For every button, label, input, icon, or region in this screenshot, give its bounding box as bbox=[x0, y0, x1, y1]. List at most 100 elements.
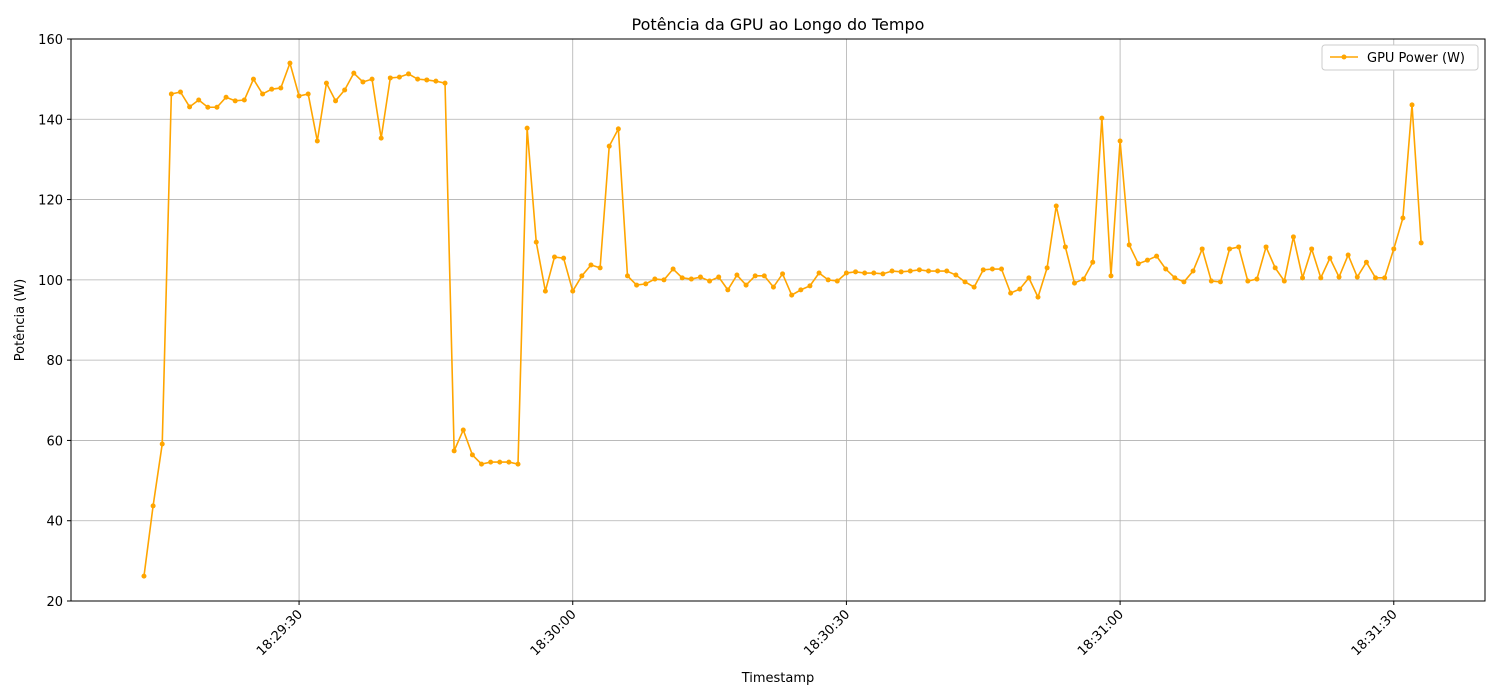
data-point bbox=[177, 89, 183, 95]
data-point bbox=[670, 266, 676, 272]
data-point bbox=[725, 287, 731, 293]
data-point bbox=[652, 276, 658, 282]
y-tick-label: 20 bbox=[46, 595, 63, 610]
x-tick-label: 18:31:00 bbox=[1075, 607, 1127, 659]
data-point bbox=[542, 288, 548, 294]
data-point bbox=[387, 75, 393, 81]
data-point bbox=[1071, 280, 1077, 286]
data-point bbox=[424, 77, 430, 83]
data-point bbox=[606, 143, 612, 149]
data-point bbox=[862, 270, 868, 276]
x-tick-label: 18:31:30 bbox=[1349, 607, 1401, 659]
data-point bbox=[816, 270, 822, 276]
data-point bbox=[880, 271, 886, 277]
data-point bbox=[1363, 259, 1369, 265]
legend-label: GPU Power (W) bbox=[1367, 51, 1465, 66]
data-point bbox=[1008, 290, 1014, 296]
data-point bbox=[980, 267, 986, 273]
data-point bbox=[926, 268, 932, 274]
y-tick-label: 60 bbox=[46, 434, 63, 449]
data-point bbox=[843, 270, 849, 276]
data-point bbox=[506, 459, 512, 465]
data-point bbox=[1081, 276, 1087, 282]
data-point bbox=[223, 94, 229, 100]
y-tick-label: 100 bbox=[38, 274, 63, 289]
data-point bbox=[333, 98, 339, 104]
data-point bbox=[1327, 255, 1333, 261]
data-point bbox=[250, 76, 256, 82]
data-point bbox=[1126, 242, 1132, 248]
y-tick-label: 40 bbox=[46, 515, 63, 530]
data-line bbox=[143, 60, 1422, 577]
data-point bbox=[761, 273, 767, 279]
data-point bbox=[1154, 253, 1160, 259]
data-point bbox=[442, 80, 448, 86]
data-point bbox=[679, 275, 685, 281]
data-point bbox=[615, 126, 621, 132]
data-point bbox=[743, 282, 749, 288]
data-point bbox=[159, 441, 165, 447]
chart-title: Potência da GPU ao Longo do Tempo bbox=[632, 15, 925, 34]
data-point bbox=[360, 79, 366, 85]
x-axis-label: Timestamp bbox=[741, 671, 815, 686]
data-point bbox=[752, 273, 758, 279]
data-point bbox=[205, 104, 211, 110]
data-point bbox=[789, 292, 795, 298]
data-point bbox=[780, 271, 786, 277]
data-point bbox=[853, 269, 859, 275]
data-point bbox=[150, 503, 156, 509]
data-point bbox=[1099, 115, 1105, 121]
data-point bbox=[1318, 275, 1324, 281]
data-point bbox=[707, 278, 713, 284]
data-point bbox=[1190, 268, 1196, 274]
data-point bbox=[935, 268, 941, 274]
data-point bbox=[369, 76, 375, 82]
data-point bbox=[1053, 203, 1059, 209]
x-tick-label: 18:29:30 bbox=[254, 607, 306, 659]
data-point bbox=[1217, 279, 1223, 285]
data-point bbox=[834, 278, 840, 284]
legend-box bbox=[1321, 44, 1479, 71]
data-point bbox=[1354, 274, 1360, 280]
data-point bbox=[1418, 240, 1424, 246]
data-point bbox=[488, 459, 494, 465]
data-point bbox=[962, 279, 968, 285]
data-point bbox=[1135, 261, 1141, 267]
plot-frame bbox=[70, 38, 1486, 602]
data-point bbox=[278, 85, 284, 91]
data-point bbox=[770, 284, 776, 290]
data-point bbox=[1382, 275, 1388, 281]
data-point bbox=[1181, 279, 1187, 285]
data-point bbox=[1163, 266, 1169, 272]
data-point bbox=[579, 273, 585, 279]
data-point bbox=[907, 268, 913, 274]
data-point bbox=[661, 277, 667, 283]
data-point bbox=[971, 284, 977, 290]
data-point bbox=[825, 277, 831, 283]
data-point bbox=[1044, 265, 1050, 271]
data-point bbox=[634, 282, 640, 288]
data-point bbox=[1062, 244, 1068, 250]
data-point bbox=[1199, 246, 1205, 252]
data-point bbox=[187, 104, 193, 110]
data-point bbox=[916, 267, 922, 273]
data-point bbox=[232, 98, 238, 104]
y-axis-label: Potência (W) bbox=[13, 279, 28, 362]
data-point bbox=[305, 91, 311, 97]
data-point bbox=[1400, 215, 1406, 221]
data-point bbox=[342, 87, 348, 93]
data-point bbox=[1236, 244, 1242, 250]
data-point bbox=[1035, 294, 1041, 300]
data-point bbox=[1336, 274, 1342, 280]
data-point bbox=[1144, 257, 1150, 263]
data-point bbox=[214, 104, 220, 110]
data-point bbox=[1208, 278, 1214, 284]
data-point bbox=[561, 255, 567, 261]
data-point bbox=[898, 269, 904, 275]
data-point bbox=[1290, 234, 1296, 240]
data-point bbox=[469, 452, 475, 458]
data-point bbox=[533, 239, 539, 245]
data-point bbox=[953, 272, 959, 278]
data-point bbox=[989, 266, 995, 272]
